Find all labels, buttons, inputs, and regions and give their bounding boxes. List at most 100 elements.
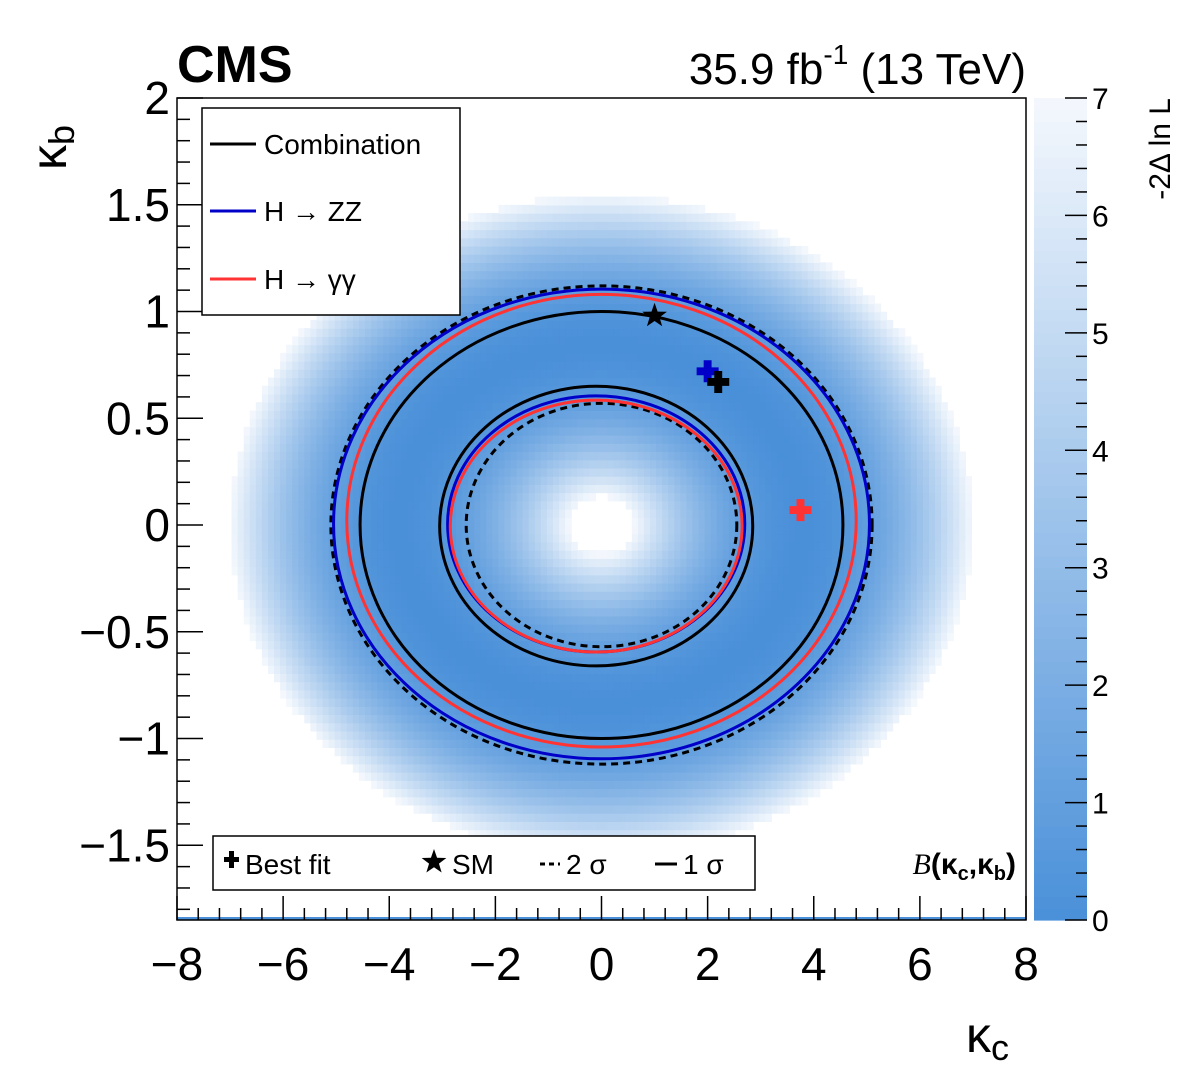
heatmap-cell <box>334 385 342 395</box>
heatmap-cell <box>437 698 445 707</box>
heatmap-cell <box>316 607 324 617</box>
heatmap-cell <box>625 245 633 255</box>
heatmap-cell <box>559 517 566 527</box>
heatmap-cell <box>377 328 384 337</box>
heatmap-cell <box>322 336 330 346</box>
heatmap-cell <box>395 492 402 502</box>
heatmap-cell <box>571 204 578 214</box>
heatmap-cell <box>383 459 390 469</box>
heatmap-cell <box>364 319 372 329</box>
heatmap-cell <box>504 443 512 453</box>
heatmap-cell <box>577 377 584 387</box>
heatmap-cell <box>589 410 597 420</box>
heatmap-cell <box>468 615 475 625</box>
heatmap-cell <box>280 574 287 584</box>
heatmap-cell <box>686 821 694 831</box>
heatmap-cell <box>650 336 657 346</box>
heatmap-cell <box>419 426 427 436</box>
heatmap-cell <box>601 245 609 255</box>
heatmap-cell <box>625 755 633 765</box>
heatmap-cell <box>352 755 360 765</box>
heatmap-cell <box>292 706 299 716</box>
heatmap-cell <box>480 574 487 584</box>
heatmap-cell <box>486 640 493 650</box>
heatmap-cell <box>492 533 499 543</box>
heatmap-cell <box>407 591 415 601</box>
heatmap-cell <box>243 426 251 436</box>
heatmap-cell <box>407 755 415 765</box>
heatmap-cell <box>577 303 584 313</box>
heatmap-cell <box>431 393 439 403</box>
heatmap-cell <box>516 566 524 576</box>
heatmap-cell <box>419 319 427 329</box>
heatmap-cell <box>237 492 245 502</box>
heatmap-cell <box>419 402 427 411</box>
heatmap-cell <box>522 509 530 518</box>
heatmap-cell <box>498 574 506 584</box>
heatmap-cell <box>601 311 609 321</box>
heatmap-cell <box>255 476 263 485</box>
heatmap-cell <box>534 525 542 535</box>
heatmap-cell <box>261 509 269 518</box>
heatmap-cell <box>662 714 669 724</box>
heatmap-cell <box>243 550 251 559</box>
heatmap-cell <box>480 788 487 798</box>
heatmap-cell <box>480 426 487 436</box>
heatmap-cell <box>340 426 348 436</box>
heatmap-cell <box>498 492 506 502</box>
heatmap-cell <box>534 624 542 633</box>
heatmap-cell <box>383 509 390 518</box>
heatmap-cell <box>601 237 609 247</box>
heatmap-cell <box>249 467 257 477</box>
heatmap-cell <box>292 574 299 584</box>
heatmap-cell <box>419 747 427 757</box>
heatmap-cell <box>583 476 590 485</box>
heatmap-cell <box>462 336 469 346</box>
heatmap-cell <box>328 574 336 584</box>
heatmap-cell <box>607 459 615 469</box>
heatmap-cell <box>510 237 518 247</box>
heatmap-cell <box>492 287 499 296</box>
heatmap-cell <box>443 344 451 354</box>
heatmap-cell <box>407 673 415 683</box>
heatmap-cell <box>310 500 318 510</box>
heatmap-cell <box>528 451 536 461</box>
heatmap-cell <box>334 689 342 699</box>
heatmap-cell <box>571 550 578 559</box>
heatmap-cell <box>577 722 584 732</box>
heatmap-cell <box>413 476 421 485</box>
heatmap-cell <box>577 221 584 231</box>
heatmap-cell <box>498 361 506 370</box>
heatmap-cell <box>613 714 621 724</box>
heatmap-cell <box>468 278 475 288</box>
heatmap-cell <box>298 665 305 674</box>
heatmap-cell <box>431 574 439 584</box>
heatmap-cell <box>310 385 318 395</box>
heatmap-cell <box>662 451 669 461</box>
heatmap-cell <box>565 328 572 337</box>
heatmap-cell <box>625 788 633 798</box>
heatmap-cell <box>286 689 293 699</box>
heatmap-cell <box>571 410 578 420</box>
heatmap-cell <box>334 714 342 724</box>
heatmap-cell <box>637 459 645 469</box>
heatmap-cell <box>371 739 378 748</box>
heatmap-cell <box>328 582 336 592</box>
heatmap-cell <box>431 525 439 535</box>
heatmap-cell <box>559 607 566 617</box>
heatmap-cell <box>546 278 554 288</box>
heatmap-cell <box>559 525 566 535</box>
heatmap-cell <box>407 624 415 633</box>
heatmap-cell <box>498 829 506 839</box>
heatmap-cell <box>637 796 645 806</box>
heatmap-cell <box>619 673 627 683</box>
heatmap-cell <box>650 509 657 518</box>
heatmap-cell <box>552 336 560 346</box>
heatmap-cell <box>377 632 384 642</box>
heatmap-cell <box>668 484 675 494</box>
heatmap-cell <box>310 582 318 592</box>
heatmap-cell <box>504 648 512 658</box>
heatmap-cell <box>516 509 524 518</box>
heatmap-cell <box>298 484 305 494</box>
heatmap-cell <box>692 772 700 781</box>
